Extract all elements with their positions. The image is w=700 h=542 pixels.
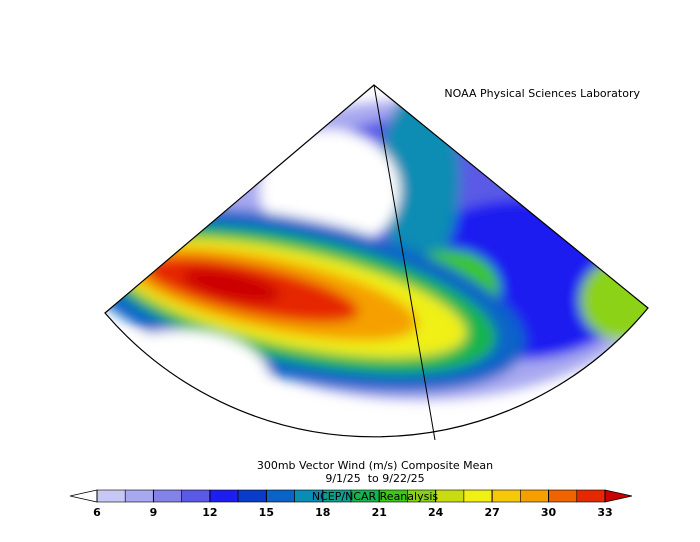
colorbar-swatch <box>237 489 267 503</box>
colorbar-swatch <box>463 489 493 503</box>
wind-map <box>105 85 648 437</box>
colorbar-tick-label: 6 <box>93 506 101 519</box>
colorbar-tick-label: 15 <box>259 506 274 519</box>
colorbar-swatch <box>266 489 295 503</box>
colorbar-tick-label: 12 <box>202 506 217 519</box>
meridian <box>373 84 436 441</box>
credit: NOAA Physical Sciences Laboratory <box>444 87 640 100</box>
colorbar-swatch <box>491 489 521 503</box>
caption-title: 300mb Vector Wind (m/s) Composite Mean <box>257 459 493 472</box>
colorbar: 6 9 12 15 18 21 24 27 30 33 <box>69 489 633 519</box>
colorbar-tick-label: 30 <box>541 506 557 519</box>
colorbar-swatch <box>153 489 182 503</box>
colorbar-swatch <box>576 489 606 503</box>
colorbar-tick-label: 33 <box>597 506 612 519</box>
colorbar-tick-label: 27 <box>484 506 499 519</box>
colorbar-swatch <box>181 489 211 503</box>
colorbar-swatch <box>435 489 465 503</box>
map-frame <box>104 84 649 438</box>
colorbar-tick-label: 21 <box>372 506 387 519</box>
caption-source: NCEP/NCAR Reanalysis <box>312 490 438 503</box>
colorbar-swatch <box>209 489 239 503</box>
colorbar-under <box>69 489 98 503</box>
colorbar-swatch <box>124 489 154 503</box>
colorbar-tick-label: 9 <box>150 506 158 519</box>
colorbar-swatch <box>520 489 549 503</box>
colorbar-swatch <box>96 489 126 503</box>
caption-dates: 9/1/25 to 9/22/25 <box>325 472 424 485</box>
colorbar-swatch <box>548 489 578 503</box>
colorbar-tick-label: 24 <box>428 506 444 519</box>
colorbar-over <box>604 489 633 503</box>
colorbar-tick-label: 18 <box>315 506 330 519</box>
